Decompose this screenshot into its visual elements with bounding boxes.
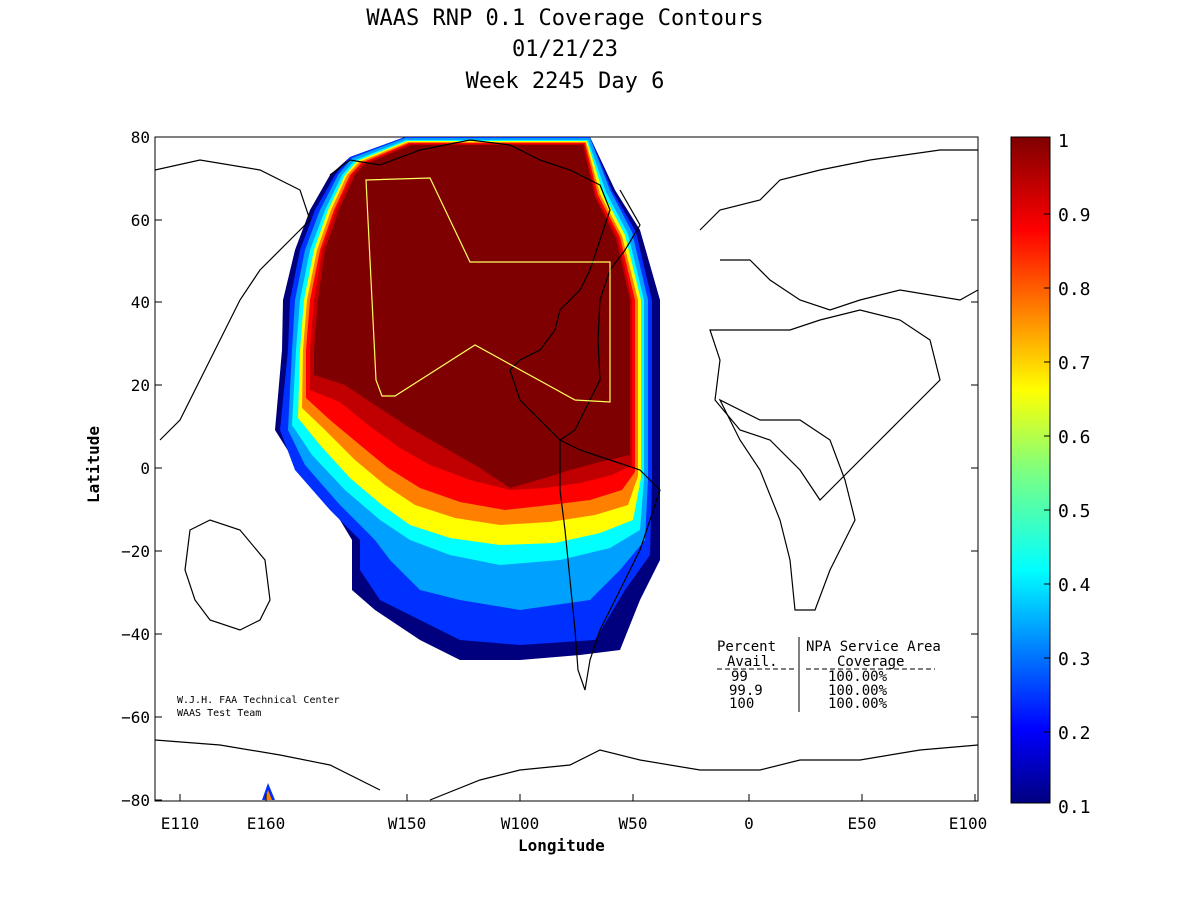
- x-tick-label: 0: [744, 814, 754, 833]
- x-tick-label: W150: [388, 814, 427, 833]
- colorbar-label: 0.7: [1058, 353, 1091, 374]
- x-tick-labels: E110 E160 W150 W100 W50 0 E50 E100: [161, 814, 988, 833]
- credit-block: W.J.H. FAA Technical Center WAAS Test Te…: [177, 695, 340, 719]
- table-subheader-coverage: Coverage: [837, 654, 904, 670]
- table-coverage: 100.00%: [828, 683, 888, 699]
- x-tick-label: E100: [949, 814, 988, 833]
- chart-date: 01/21/23: [512, 37, 618, 62]
- colorbar-label: 0.3: [1058, 649, 1091, 670]
- y-tick-label: 40: [131, 293, 150, 312]
- axis-ticks: [155, 136, 978, 801]
- colorbar-label: 0.1: [1058, 797, 1091, 818]
- table-avail: 100: [729, 696, 754, 712]
- y-tick-label: −20: [121, 542, 150, 561]
- colorbar-label: 0.6: [1058, 427, 1091, 448]
- credit-line: WAAS Test Team: [177, 708, 261, 719]
- colorbar-ticks: [1044, 213, 1050, 733]
- colorbar-label: 0.5: [1058, 501, 1091, 522]
- x-tick-label: E110: [161, 814, 200, 833]
- npa-service-area-outline: [365, 177, 611, 403]
- x-tick-label: E160: [247, 814, 286, 833]
- y-tick-label: 60: [131, 211, 150, 230]
- colorbar-labels: 1 0.9 0.8 0.7 0.6 0.5 0.4 0.3 0.2 0.1: [1058, 131, 1091, 818]
- colorbar-label: 0.4: [1058, 575, 1091, 596]
- y-tick-label: −60: [121, 708, 150, 727]
- table-coverage: 100.00%: [828, 669, 888, 685]
- table-header-percent: Percent: [717, 639, 776, 655]
- x-tick-label: W50: [619, 814, 648, 833]
- y-tick-label: 0: [140, 459, 150, 478]
- table-subheader-avail: Avail.: [727, 654, 778, 670]
- y-tick-labels: 80 60 40 20 0 −20 −40 −60 −80: [121, 128, 150, 810]
- chart-week-day: Week 2245 Day 6: [465, 69, 665, 94]
- y-tick-label: 20: [131, 376, 150, 395]
- table-header-npa: NPA Service Area: [806, 639, 941, 655]
- y-tick-label: −80: [121, 791, 150, 810]
- chart-title: WAAS RNP 0.1 Coverage Contours: [366, 6, 764, 31]
- coverage-contours: [262, 137, 660, 800]
- y-tick-label: 80: [131, 128, 150, 147]
- credit-line: W.J.H. FAA Technical Center: [177, 695, 340, 706]
- colorbar-label: 0.9: [1058, 205, 1091, 226]
- colorbar: [1010, 136, 1051, 804]
- coastlines: [155, 139, 978, 801]
- x-tick-label: E50: [848, 814, 877, 833]
- colorbar-label: 1: [1058, 131, 1069, 152]
- stats-table: Percent NPA Service Area Avail. Coverage…: [717, 637, 941, 712]
- table-avail: 99: [731, 669, 748, 685]
- colorbar-label: 0.8: [1058, 279, 1091, 300]
- table-coverage: 100.00%: [828, 696, 888, 712]
- colorbar-label: 0.2: [1058, 723, 1091, 744]
- x-tick-label: W100: [501, 814, 540, 833]
- table-avail: 99.9: [729, 683, 763, 699]
- y-tick-label: −40: [121, 625, 150, 644]
- x-axis-label: Longitude: [518, 836, 605, 855]
